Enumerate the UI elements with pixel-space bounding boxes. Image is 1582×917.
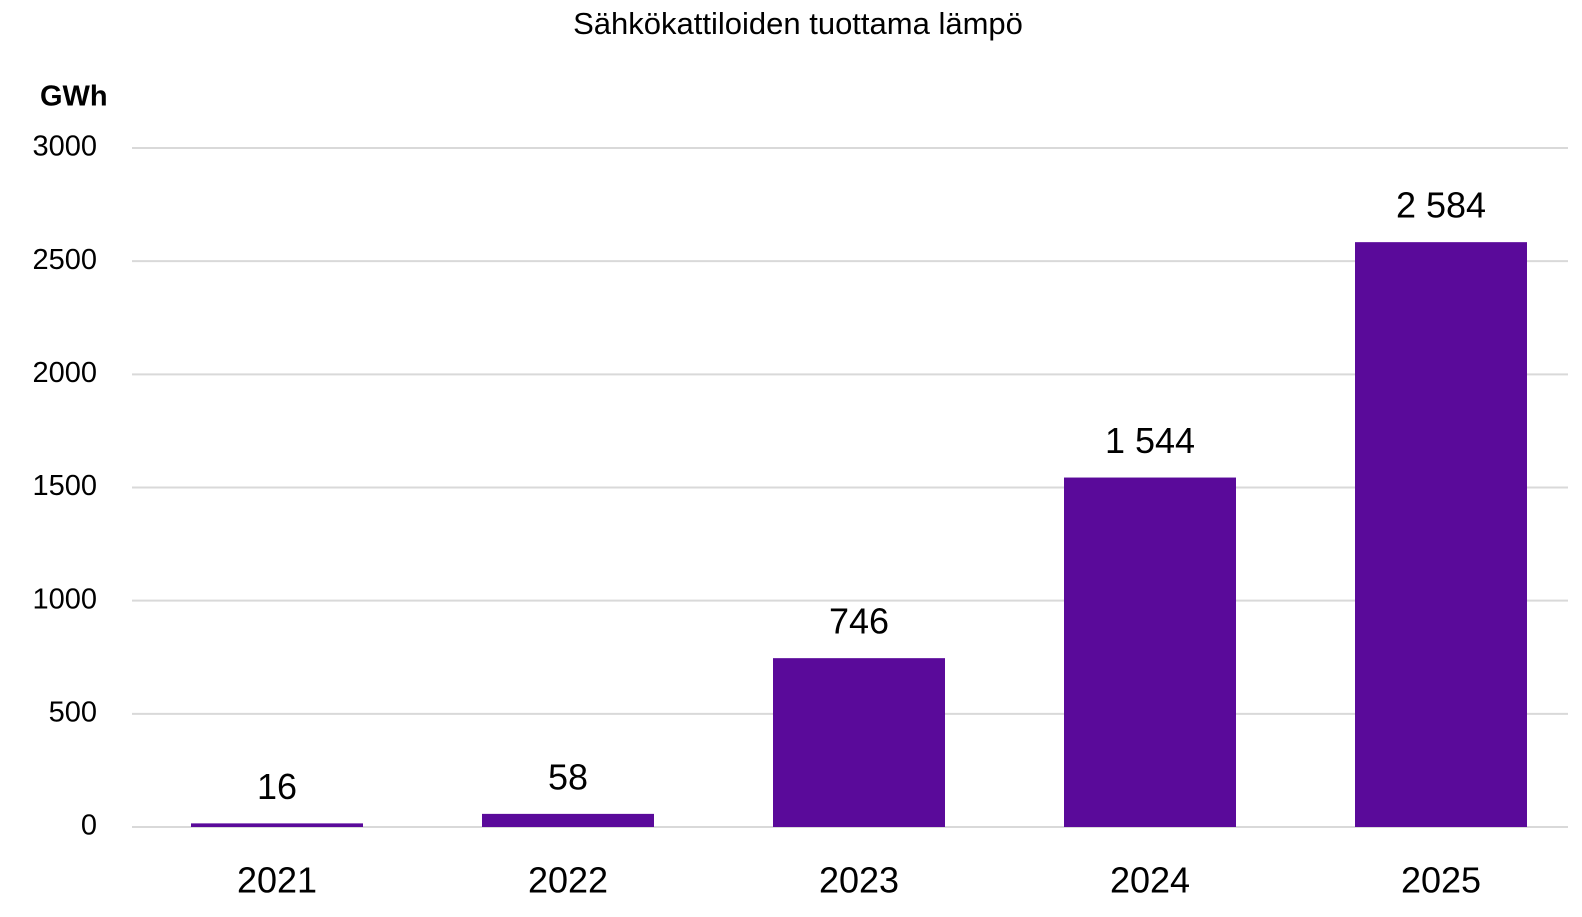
chart-title: Sähkökattiloiden tuottama lämpö bbox=[573, 6, 1023, 41]
value-label: 2 584 bbox=[1396, 185, 1486, 226]
x-tick-label: 2024 bbox=[1110, 860, 1190, 901]
y-tick-label: 2500 bbox=[32, 244, 97, 276]
value-label: 16 bbox=[257, 766, 297, 807]
y-tick-label: 1500 bbox=[32, 470, 97, 502]
bar bbox=[482, 813, 654, 827]
y-axis-label: GWh bbox=[40, 81, 108, 113]
bar bbox=[1064, 477, 1236, 827]
bar bbox=[191, 823, 363, 827]
y-tick-label: 1000 bbox=[32, 583, 97, 615]
value-label: 1 544 bbox=[1105, 420, 1195, 461]
value-label: 58 bbox=[548, 756, 588, 797]
y-tick-label: 500 bbox=[49, 696, 97, 728]
x-tick-label: 2025 bbox=[1401, 860, 1481, 901]
bar bbox=[773, 658, 945, 827]
x-tick-label: 2021 bbox=[237, 860, 317, 901]
value-label: 746 bbox=[829, 601, 889, 642]
y-tick-label: 3000 bbox=[32, 131, 97, 163]
x-tick-label: 2022 bbox=[528, 860, 608, 901]
x-tick-label: 2023 bbox=[819, 860, 899, 901]
y-tick-label: 0 bbox=[81, 810, 97, 842]
bar bbox=[1355, 242, 1527, 827]
y-tick-label: 2000 bbox=[32, 357, 97, 389]
